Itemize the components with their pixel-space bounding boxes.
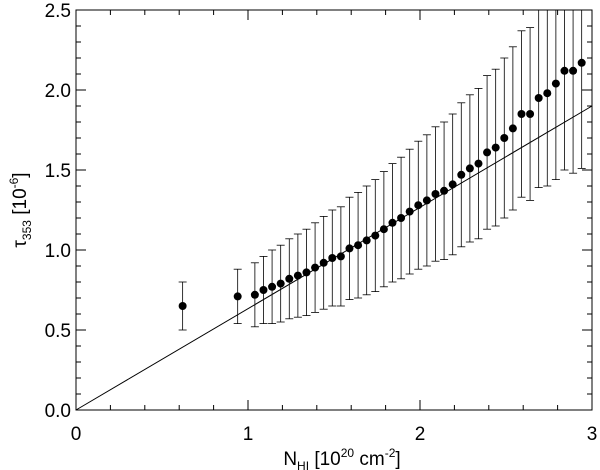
data-point (534, 94, 543, 102)
data-point (448, 180, 457, 189)
y-tick-labels: 0.0 0.5 1.0 1.5 2.0 2.5 (45, 1, 71, 422)
data-point (362, 236, 371, 245)
data-point (336, 252, 345, 261)
x-axis-sub: HI (297, 459, 309, 470)
y-axis-title: τ353 [10-6] (7, 172, 34, 247)
data-point (328, 254, 337, 262)
data-point (414, 201, 423, 210)
data-point (465, 164, 474, 173)
data-point (178, 302, 187, 310)
y-tick-label: 1.5 (45, 161, 71, 182)
y-ticks (76, 9, 592, 411)
y-axis-unit-open: [10 (10, 188, 31, 220)
data-point (440, 186, 449, 195)
data-point (431, 190, 440, 198)
data-point (397, 214, 406, 222)
data-point (259, 286, 268, 294)
data-point (276, 279, 285, 288)
error-bars (178, 10, 586, 331)
data-point (491, 143, 500, 152)
data-point (379, 225, 388, 234)
data-point (577, 58, 586, 67)
data-point (422, 196, 431, 205)
x-tick-labels: 0 1 2 3 (71, 424, 598, 445)
x-axis-title: NHI [1020 cm-2] (283, 446, 400, 470)
y-tick-label: 2.5 (45, 1, 71, 22)
data-point (457, 170, 466, 179)
data-point (354, 241, 363, 250)
y-tick-label: 0.0 (45, 401, 71, 422)
y-axis-unit-exp: -6 (7, 177, 21, 188)
data-point (517, 110, 526, 118)
x-axis-unit-exp: 20 (341, 446, 355, 460)
x-tick-label: 3 (587, 424, 598, 445)
data-point (285, 274, 294, 283)
data-point (250, 290, 259, 299)
data-point (311, 263, 320, 272)
x-axis-unit-open: [10 (309, 449, 341, 470)
y-tick-label: 0.5 (45, 321, 71, 342)
data-point (268, 282, 277, 291)
x-tick-label: 0 (71, 424, 82, 445)
y-axis-main: τ (10, 240, 31, 248)
data-point (543, 89, 552, 98)
data-point (371, 231, 380, 240)
y-tick-label: 1.0 (45, 241, 71, 262)
data-point (302, 268, 311, 277)
data-point (500, 134, 509, 142)
data-point (560, 66, 569, 75)
y-axis-unit-close: ] (10, 172, 31, 177)
x-axis-unit-close: ] (395, 449, 400, 470)
x-axis-unit-exp2: -2 (385, 446, 396, 460)
data-point (388, 218, 397, 227)
x-tick-label: 2 (415, 424, 426, 445)
y-axis-sub: 353 (20, 220, 34, 240)
data-point (319, 258, 328, 267)
y-tick-label: 2.0 (45, 81, 71, 102)
data-points (178, 58, 586, 310)
data-point (405, 207, 414, 216)
x-axis-unit-mid: cm (354, 449, 385, 470)
data-point (508, 124, 517, 133)
data-point (474, 159, 483, 168)
data-point (526, 110, 535, 118)
x-ticks (75, 10, 593, 410)
data-point (345, 244, 354, 253)
plot-frame (75, 9, 593, 411)
data-point (293, 271, 302, 280)
x-axis-main: N (283, 449, 297, 470)
data-point (233, 292, 242, 301)
x-tick-label: 1 (243, 424, 254, 445)
data-point (483, 148, 492, 157)
data-point (551, 79, 560, 88)
data-point (569, 66, 578, 75)
